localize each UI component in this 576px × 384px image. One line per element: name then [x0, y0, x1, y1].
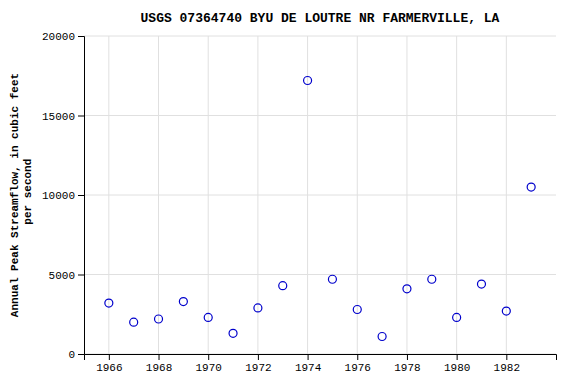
chart: 1966 1968 1970 1972 1974 1976 1978 1980 1982 0 500… — [0, 0, 576, 384]
tick-label: 1966 — [96, 362, 122, 374]
tick-label: 1976 — [345, 362, 371, 374]
tick-label: 1982 — [494, 362, 520, 374]
point — [428, 275, 436, 283]
plot: 1966 1968 1970 1972 1974 1976 1978 1980 1982 0 500… — [42, 31, 557, 374]
tick-label: 10000 — [42, 190, 75, 202]
point — [279, 282, 287, 290]
y-axis-title-line: per second — [22, 159, 34, 232]
axis-line — [85, 355, 557, 361]
tick-mark — [407, 354, 408, 360]
point — [105, 299, 113, 307]
tick-mark — [78, 116, 84, 117]
tick-label: 1978 — [394, 362, 420, 374]
tick-label: 15000 — [42, 111, 75, 123]
tick-mark — [109, 354, 110, 360]
tick: 1974 — [295, 354, 322, 374]
point — [229, 329, 237, 337]
points — [105, 77, 535, 341]
tick: 5000 — [49, 270, 84, 282]
point — [179, 298, 187, 306]
point — [254, 304, 262, 312]
tick-mark — [78, 195, 84, 196]
tick: 1976 — [345, 354, 371, 374]
point — [502, 307, 510, 315]
tick-mark — [78, 354, 84, 355]
tick-mark — [208, 354, 209, 360]
grid-line-y — [84, 115, 556, 116]
y-axis-title-line: Annual Peak Streamflow, in cubic feet — [9, 73, 21, 317]
tick: 1978 — [394, 354, 420, 374]
point — [403, 285, 411, 293]
point — [130, 318, 138, 326]
grid-line-y — [84, 36, 556, 37]
tick: 0 — [68, 349, 84, 361]
tick: 1970 — [196, 354, 222, 374]
tick: 1972 — [245, 354, 271, 374]
grid — [84, 36, 556, 354]
tick: 1982 — [494, 354, 520, 374]
tick-mark — [78, 36, 84, 37]
axis-line — [78, 37, 85, 355]
grid-line-y — [84, 195, 556, 196]
point — [477, 280, 485, 288]
tick-label: 1974 — [295, 362, 322, 374]
tick: 1968 — [146, 354, 172, 374]
tick-mark — [159, 354, 160, 360]
tick: 1966 — [96, 354, 122, 374]
tick-label: 1970 — [196, 362, 222, 374]
tick-label: 5000 — [49, 270, 75, 282]
tick-mark — [308, 354, 309, 360]
tick: 20000 — [42, 31, 84, 43]
point — [453, 313, 461, 321]
tick-label: 1968 — [146, 362, 172, 374]
tick-label: 1972 — [245, 362, 271, 374]
y-axis: 0 5000 10000 15000 20000 — [42, 31, 85, 361]
title: USGS 07364740 BYU DE LOUTRE NR FARMERVIL… — [141, 11, 500, 26]
tick-label: 20000 — [42, 31, 75, 43]
grid-line-y — [84, 274, 556, 275]
point — [328, 275, 336, 283]
y-axis-title: Annual Peak Streamflow, in cubic feet pe… — [9, 73, 34, 317]
tick: 15000 — [42, 111, 84, 123]
tick: 1980 — [444, 354, 470, 374]
tick: 10000 — [42, 190, 84, 202]
x-axis: 1966 1968 1970 1972 1974 1976 1978 1980 1982 — [85, 354, 557, 374]
tick-mark — [506, 354, 507, 360]
tick-label: 1980 — [444, 362, 470, 374]
tick-mark — [357, 354, 358, 360]
point — [527, 183, 535, 191]
tick-mark — [258, 354, 259, 360]
point — [378, 333, 386, 341]
point — [353, 305, 361, 313]
point — [304, 77, 312, 85]
point — [155, 315, 163, 323]
tick-label: 0 — [68, 349, 75, 361]
point — [204, 313, 212, 321]
tick-mark — [78, 275, 84, 276]
tick-mark — [457, 354, 458, 360]
